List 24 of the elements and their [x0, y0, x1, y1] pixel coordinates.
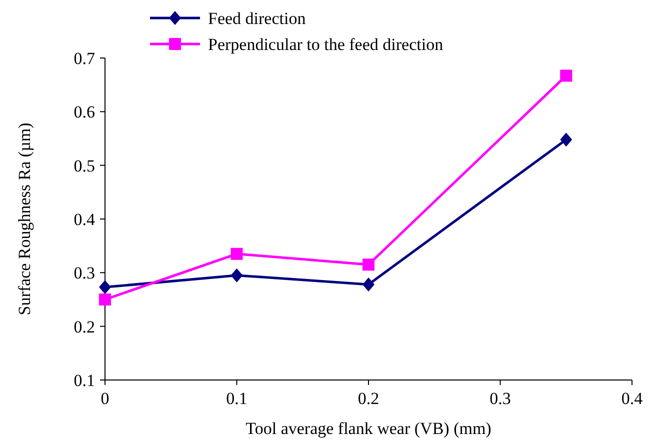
- legend-label: Feed direction: [208, 9, 306, 28]
- x-tick-label: 0: [100, 389, 110, 408]
- y-axis-title: Surface Roughness Ra (µm): [15, 122, 34, 316]
- point: [99, 294, 111, 306]
- y-tick-label: 0.1: [74, 371, 95, 390]
- x-axis-title: Tool average flank wear (VB) (mm): [246, 419, 492, 438]
- y-tick-label: 0.7: [74, 49, 96, 68]
- y-tick-label: 0.4: [74, 210, 96, 229]
- y-tick-label: 0.5: [74, 156, 95, 176]
- y-tick-label: 0.3: [74, 264, 95, 283]
- x-tick-label: 0.3: [490, 389, 511, 408]
- point: [560, 70, 572, 82]
- point: [362, 277, 374, 292]
- x-tick-label: 0.1: [226, 389, 248, 408]
- point: [99, 280, 111, 294]
- point: [230, 268, 243, 282]
- point: [362, 258, 374, 271]
- point: [560, 132, 572, 147]
- y-tick-label: 0.6: [74, 102, 95, 122]
- point: [230, 248, 243, 260]
- x-tick-label: 0.2: [358, 389, 380, 408]
- y-tick-label: 0.2: [74, 317, 95, 336]
- x-tick-label: 0.4: [621, 389, 644, 408]
- legend-label: Perpendicular to the feed direction: [208, 35, 444, 54]
